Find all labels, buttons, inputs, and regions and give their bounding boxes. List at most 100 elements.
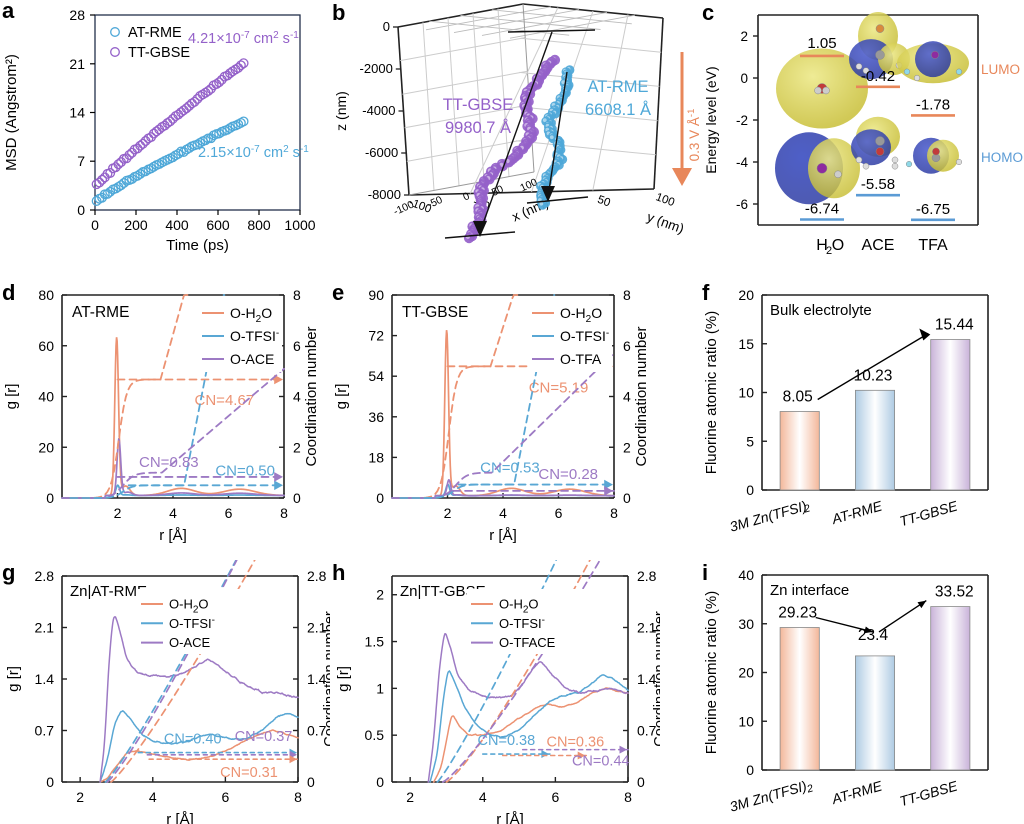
svg-text:0: 0 <box>376 774 384 790</box>
svg-text:-2: -2 <box>736 113 748 128</box>
svg-text:Coordination number: Coordination number <box>633 326 650 466</box>
svg-text:36: 36 <box>368 409 384 425</box>
svg-text:2.1: 2.1 <box>35 620 55 636</box>
svg-text:-2000: -2000 <box>360 61 393 76</box>
svg-text:g [r]: g [r] <box>5 666 22 692</box>
svg-text:-8000: -8000 <box>368 187 401 202</box>
svg-text:a: a <box>2 0 15 23</box>
svg-text:800: 800 <box>247 217 271 233</box>
svg-text:TT-GBSE: TT-GBSE <box>402 304 468 321</box>
svg-text:c: c <box>702 0 714 25</box>
svg-text:10: 10 <box>738 713 754 729</box>
svg-text:y (nm): y (nm) <box>645 209 686 236</box>
svg-text:40: 40 <box>38 389 54 405</box>
svg-text:CN=0.53: CN=0.53 <box>480 460 540 477</box>
svg-text:Coordination number: Coordination number <box>652 611 660 747</box>
svg-text:8: 8 <box>294 789 302 805</box>
svg-text:15.44: 15.44 <box>935 317 974 334</box>
svg-text:O-ACE: O-ACE <box>230 351 274 367</box>
svg-text:AT-RME: AT-RME <box>829 777 884 807</box>
svg-text:2.8: 2.8 <box>637 568 657 584</box>
svg-text:1.5: 1.5 <box>365 634 385 650</box>
svg-text:O-TFA: O-TFA <box>560 351 602 367</box>
svg-text:4: 4 <box>149 789 157 805</box>
svg-text:e: e <box>332 280 344 305</box>
svg-text:-6.75: -6.75 <box>916 201 950 218</box>
svg-text:4: 4 <box>293 389 301 405</box>
svg-text:CN=0.37: CN=0.37 <box>235 729 293 745</box>
svg-text:i: i <box>702 560 708 585</box>
svg-text:O-TFSI-: O-TFSI- <box>230 328 279 344</box>
svg-text:33.52: 33.52 <box>935 584 974 601</box>
svg-text:g [r]: g [r] <box>335 666 352 692</box>
svg-text:60: 60 <box>38 338 54 354</box>
svg-text:4: 4 <box>169 505 177 521</box>
svg-text:r [Å]: r [Å] <box>489 527 517 544</box>
svg-text:TT-GBSE: TT-GBSE <box>443 96 514 114</box>
svg-text:0: 0 <box>746 762 754 778</box>
svg-text:9980.7 Å: 9980.7 Å <box>445 118 511 137</box>
svg-text:2.8: 2.8 <box>307 568 327 584</box>
svg-text:8: 8 <box>624 789 632 805</box>
svg-text:6: 6 <box>555 505 563 521</box>
svg-text:0: 0 <box>376 490 384 506</box>
svg-text:Bulk electrolyte: Bulk electrolyte <box>770 302 872 319</box>
svg-text:-1.78: -1.78 <box>916 96 950 113</box>
svg-text:Coordination number: Coordination number <box>303 326 320 466</box>
svg-text:0: 0 <box>461 190 471 203</box>
svg-text:z (nm): z (nm) <box>333 91 349 131</box>
svg-text:g [r]: g [r] <box>3 384 20 410</box>
svg-text:Energy level (eV): Energy level (eV) <box>703 66 719 173</box>
svg-text:29.23: 29.23 <box>778 605 817 622</box>
svg-text:400: 400 <box>165 217 189 233</box>
svg-text:CN=5.19: CN=5.19 <box>529 379 589 396</box>
svg-text:AT-RME: AT-RME <box>829 497 884 527</box>
svg-text:100: 100 <box>654 191 676 209</box>
svg-text:1.05: 1.05 <box>807 35 836 52</box>
svg-text:g: g <box>2 560 15 585</box>
svg-text:O-ACE: O-ACE <box>169 635 211 650</box>
svg-text:2.15×10-7 cm2 s-1: 2.15×10-7 cm2 s-1 <box>198 144 309 161</box>
svg-text:2: 2 <box>444 505 452 521</box>
svg-text:0: 0 <box>383 19 390 34</box>
svg-text:LUMO: LUMO <box>981 62 1020 77</box>
svg-text:14: 14 <box>69 105 85 121</box>
svg-text:18: 18 <box>368 449 384 465</box>
svg-text:8.05: 8.05 <box>783 389 813 406</box>
svg-text:2: 2 <box>293 439 301 455</box>
svg-text:MSD (Angstrom²): MSD (Angstrom²) <box>3 54 20 171</box>
svg-text:-0.42: -0.42 <box>861 68 895 85</box>
svg-text:0: 0 <box>293 490 301 506</box>
svg-text:1: 1 <box>376 680 384 696</box>
svg-text:-4: -4 <box>736 155 748 170</box>
svg-text:8: 8 <box>293 287 301 303</box>
svg-text:CN=4.67: CN=4.67 <box>195 392 255 409</box>
svg-text:0: 0 <box>637 774 645 790</box>
svg-text:O-TFSI-: O-TFSI- <box>560 328 609 344</box>
svg-text:-6.74: -6.74 <box>805 201 839 218</box>
svg-text:CN=0.38: CN=0.38 <box>478 733 536 749</box>
svg-text:90: 90 <box>368 287 384 303</box>
svg-text:8: 8 <box>623 287 631 303</box>
svg-text:Fluorine atomic ratio (%): Fluorine atomic ratio (%) <box>703 311 720 474</box>
svg-text:CN=0.44: CN=0.44 <box>572 754 630 770</box>
svg-text:0.3 V Å-1: 0.3 V Å-1 <box>686 109 700 162</box>
svg-text:20: 20 <box>738 287 754 303</box>
svg-text:28: 28 <box>69 7 85 23</box>
svg-text:g [r]: g [r] <box>333 384 350 410</box>
svg-text:20: 20 <box>738 665 754 681</box>
svg-text:6: 6 <box>551 789 559 805</box>
svg-text:O-TFSI-: O-TFSI- <box>499 615 545 631</box>
svg-text:6: 6 <box>221 789 229 805</box>
svg-text:Zn interface: Zn interface <box>770 582 849 599</box>
svg-text:Zn|AT-RME: Zn|AT-RME <box>70 583 147 600</box>
svg-text:TT-GBSE: TT-GBSE <box>128 45 190 61</box>
svg-text:r [Å]: r [Å] <box>496 811 524 824</box>
svg-text:6: 6 <box>293 338 301 354</box>
svg-text:CN=0.83: CN=0.83 <box>139 454 199 471</box>
svg-text:6: 6 <box>225 505 233 521</box>
svg-text:CN=0.40: CN=0.40 <box>164 732 222 748</box>
svg-text:2.8: 2.8 <box>35 568 55 584</box>
svg-text:200: 200 <box>124 217 148 233</box>
svg-text:2: 2 <box>406 789 414 805</box>
